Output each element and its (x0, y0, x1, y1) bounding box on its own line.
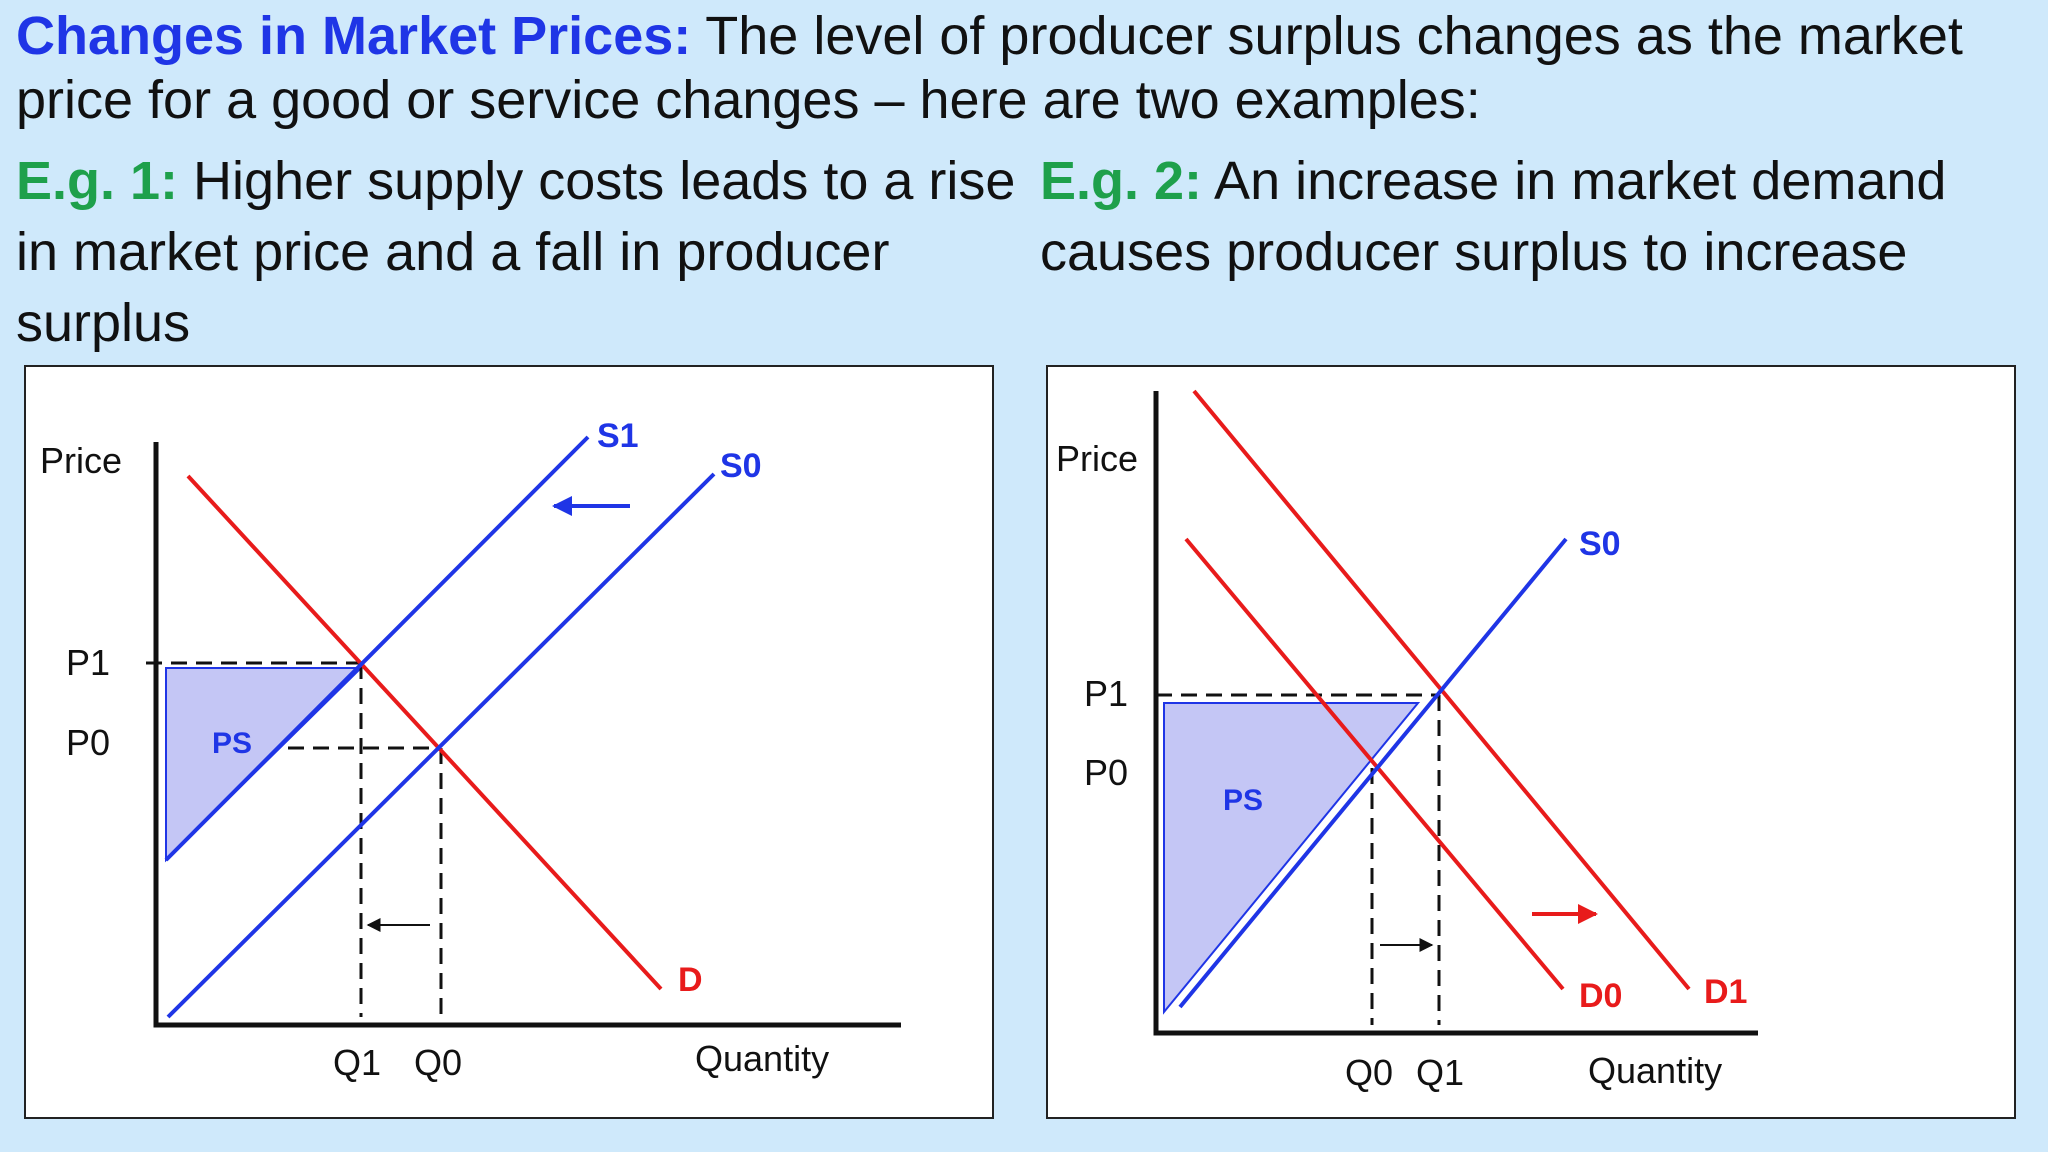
example-1-lead: E.g. 1: (16, 151, 179, 211)
intro-body: The level of producer surplus changes as… (16, 6, 1963, 130)
producer-surplus-area (1163, 702, 1421, 1015)
axes (1153, 391, 1758, 1036)
diagram-2-panel: Price P1 P0 Q0 Q1 Quantity PS S0 D0 D1 (1046, 365, 2016, 1119)
supply-curve-s0 (1178, 537, 1568, 1009)
tick-q0: Q0 (1345, 1052, 1393, 1093)
demand-curve-d (186, 474, 663, 991)
diagram-2-svg: Price P1 P0 Q0 Q1 Quantity PS S0 D0 D1 (1056, 389, 1758, 1093)
tick-q1: Q1 (333, 1042, 381, 1083)
producer-surplus-label: PS (212, 727, 252, 760)
producer-surplus-label: PS (1223, 784, 1263, 817)
price-axis-label: Price (1056, 438, 1138, 479)
demand-curve-d0 (1184, 537, 1565, 991)
quantity-axis-label: Quantity (695, 1038, 829, 1079)
intro-text: Changes in Market Prices: The level of p… (16, 4, 2016, 132)
tick-p0: P0 (1084, 752, 1128, 793)
supply-curve-s1 (164, 435, 590, 862)
tick-p0: P0 (66, 722, 110, 763)
diagram-1-panel: Price P1 P0 Q1 Q0 Quantity PS S1 S0 D (24, 365, 994, 1119)
supply-curve-s0 (166, 472, 716, 1019)
price-axis-label: Price (40, 440, 122, 481)
tick-p1: P1 (1084, 673, 1128, 714)
label-d: D (678, 961, 703, 999)
tick-p1: P1 (66, 642, 110, 683)
example-1-body: Higher supply costs leads to a rise in m… (16, 151, 1016, 353)
label-s1: S1 (597, 417, 639, 455)
label-d1: D1 (1704, 973, 1747, 1011)
label-d0: D0 (1579, 977, 1622, 1015)
example-2-lead: E.g. 2: (1040, 151, 1203, 211)
example-2-body: An increase in market demand causes prod… (1040, 151, 1947, 282)
label-s0: S0 (720, 447, 762, 485)
quantity-axis-label: Quantity (1588, 1050, 1722, 1091)
guide-lines (1156, 693, 1441, 1025)
axes (153, 442, 901, 1028)
diagram-1-svg: Price P1 P0 Q1 Q0 Quantity PS S1 S0 D (40, 417, 901, 1083)
example-2-text: E.g. 2: An increase in market demand cau… (1040, 146, 2040, 288)
example-1-text: E.g. 1: Higher supply costs leads to a r… (16, 146, 1026, 359)
label-s0: S0 (1579, 525, 1621, 563)
guide-lines (146, 661, 443, 1017)
tick-q1: Q1 (1416, 1052, 1464, 1093)
intro-lead: Changes in Market Prices: (16, 6, 692, 66)
tick-q0: Q0 (414, 1042, 462, 1083)
